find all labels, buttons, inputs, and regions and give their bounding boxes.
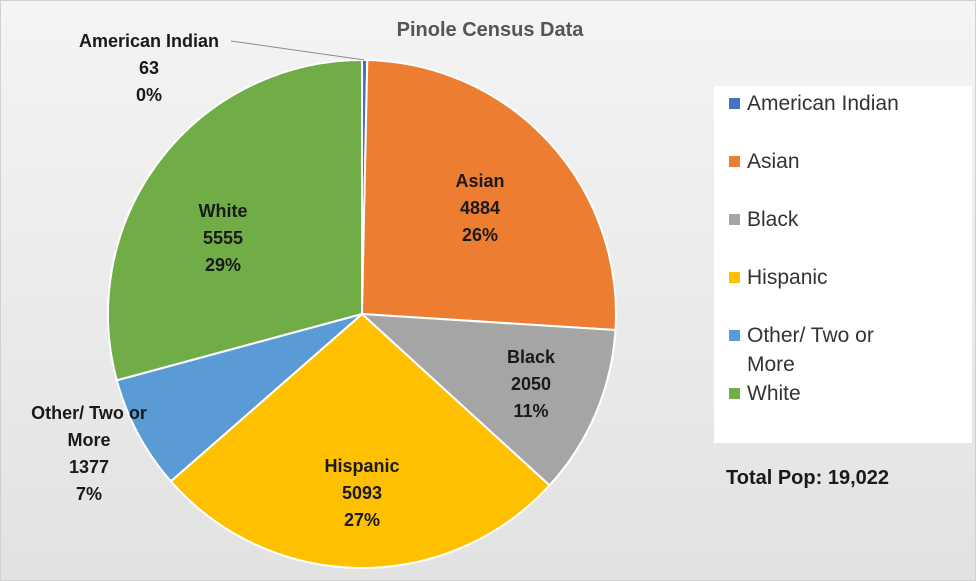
legend-swatch-black	[729, 214, 740, 225]
slice-label-other-two-or-more: Other/ Two or More 1377 7%	[31, 403, 147, 504]
slice-labels: American Indian 63 0% Asian 4884 26% Black 2050…	[31, 31, 556, 530]
pie-slices	[107, 58, 617, 569]
legend-swatch-other-two-or-more	[729, 330, 740, 341]
slice-label-hispanic: Hispanic 5093 27%	[324, 456, 399, 530]
slice-white	[107, 58, 363, 382]
slice-other-two-or-more	[115, 313, 363, 483]
legend-swatch-asian	[729, 156, 740, 167]
legend-label-hispanic: Hispanic	[747, 266, 828, 289]
slice-label-asian: Asian 4884 26%	[455, 171, 504, 245]
legend-label-other-two-or-more: Other/ Two or More	[747, 324, 874, 376]
legend-box	[714, 86, 972, 443]
slice-black	[359, 312, 617, 487]
total-population: Total Pop: 19,022	[726, 467, 889, 489]
chart-title: Pinole Census Data	[397, 19, 585, 41]
slice-asian	[360, 59, 617, 332]
legend-label-black: Black	[747, 208, 799, 231]
legend-label-american-indian: American Indian	[747, 92, 899, 115]
slice-label-american-indian: American Indian 63 0%	[79, 31, 219, 105]
slice-hispanic	[169, 312, 551, 569]
leader-line-american-indian	[230, 40, 365, 61]
legend-swatch-hispanic	[729, 272, 740, 283]
legend-swatch-american-indian	[729, 98, 740, 109]
legend-label-asian: Asian	[747, 150, 800, 173]
slice-label-black: Black 2050 11%	[507, 347, 556, 421]
legend-label-white: White	[747, 382, 801, 405]
slice-label-white: White 5555 29%	[199, 201, 248, 275]
legend-swatch-white	[729, 388, 740, 399]
legend: American Indian Asian Black Hispanic Other/ …	[729, 92, 899, 405]
